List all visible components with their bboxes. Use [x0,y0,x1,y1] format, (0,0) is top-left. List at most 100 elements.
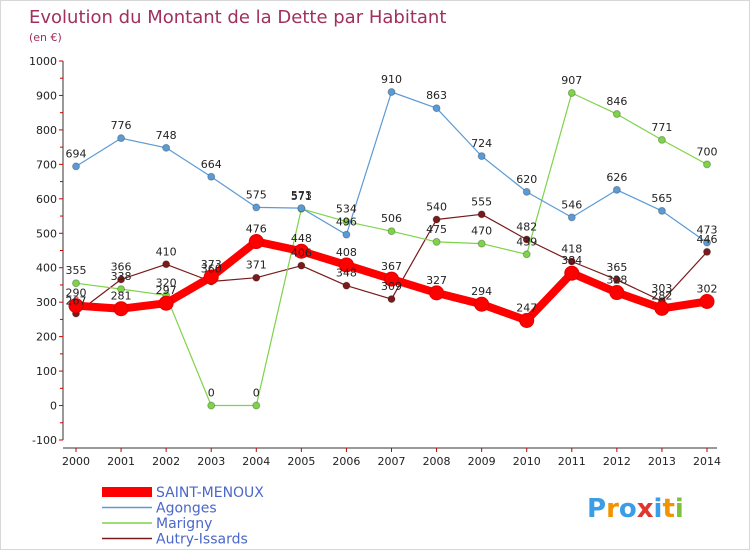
data-point [567,213,576,222]
logo-wordmark: Proxiti [587,494,684,524]
data-label: 546 [561,198,582,211]
data-point [117,285,126,294]
y-tick-label: 200 [36,331,57,344]
data-point [612,275,621,284]
data-point [567,257,576,266]
data-point [207,401,216,410]
data-point [522,250,531,259]
x-tick-label: 2002 [152,455,180,468]
data-label: 476 [246,223,267,236]
data-label: 573 [291,189,312,202]
data-point [162,260,171,269]
y-tick-label: 400 [36,262,57,275]
y-tick-label: 500 [36,227,57,240]
data-point [654,300,670,316]
data-label: 748 [156,129,177,142]
data-point [564,265,580,281]
data-point [612,185,621,194]
data-label: 281 [111,290,132,303]
data-label: 371 [246,259,267,272]
y-tick-label: 900 [36,89,57,102]
data-label: 907 [561,74,582,87]
x-tick-label: 2013 [648,455,676,468]
x-tick-label: 2008 [423,455,451,468]
data-label: 297 [156,284,177,297]
data-label: 910 [381,73,402,86]
data-label: 626 [606,171,627,184]
data-label: 448 [291,232,312,245]
x-tick-label: 2009 [468,455,496,468]
data-label: 496 [336,216,357,229]
data-label: 470 [471,225,492,238]
data-point [612,110,621,119]
data-label: 571 [291,190,312,203]
data-point [248,234,264,250]
logo-letter: i [654,494,663,524]
data-point [252,401,261,410]
data-point [657,135,666,144]
data-point [703,238,711,247]
data-point [477,210,486,219]
chart-title: Evolution du Montant de la Dette par Hab… [29,7,446,28]
data-label: 408 [336,246,357,259]
x-tick-label: 2003 [197,455,225,468]
x-tick-label: 2000 [62,455,90,468]
data-label: 338 [111,270,132,283]
data-label: 482 [516,220,537,233]
data-label: 620 [516,173,537,186]
data-point [117,275,126,284]
x-tick-label: 2007 [378,455,406,468]
y-tick-label: 300 [36,296,57,309]
legend-label: Autry-Issards [156,532,248,548]
data-label: 446 [697,233,718,246]
data-label: 384 [561,254,582,267]
series-layer [68,88,715,410]
data-point [252,273,261,282]
data-label: 565 [651,192,672,205]
data-point [72,162,80,171]
x-tick-label: 2014 [693,455,721,468]
data-point [522,235,531,244]
data-point [207,172,216,181]
data-label: 410 [156,245,177,258]
legend-label: Marigny [156,516,212,532]
logo-letter: P [587,494,606,524]
data-label: 355 [66,264,87,277]
data-point [522,187,531,196]
data-point [387,88,396,97]
y-tick-label: 800 [36,124,57,137]
x-tick-label: 2006 [332,455,360,468]
x-tick-label: 2010 [513,455,541,468]
logo-letter: r [606,494,619,524]
y-tick-label: 100 [36,365,57,378]
data-label: 418 [561,243,582,256]
data-label: 846 [606,95,627,108]
data-label: 367 [381,260,402,273]
y-tick-label: 0 [50,400,57,413]
data-point [477,239,486,248]
data-point [293,243,309,259]
data-label: 366 [111,260,132,273]
y-tick-label: 600 [36,193,57,206]
proxiti-logo: Proxiti [587,494,684,524]
data-label: 724 [471,137,492,150]
logo-letter: o [619,494,637,524]
data-point [72,279,80,288]
data-point [609,285,625,301]
data-label: 303 [651,282,672,295]
data-label: 373 [201,258,222,271]
y-tick-label: -100 [32,434,57,447]
data-label: 302 [697,282,718,295]
data-point [703,247,711,256]
logo-letter: x [637,494,654,524]
legend-label: Agonges [156,501,217,517]
data-label: 290 [66,287,87,300]
data-point [113,301,129,317]
x-tick-label: 2005 [287,455,315,468]
x-tick-label: 2001 [107,455,135,468]
data-label: 771 [651,121,672,134]
data-label: 247 [516,301,537,314]
